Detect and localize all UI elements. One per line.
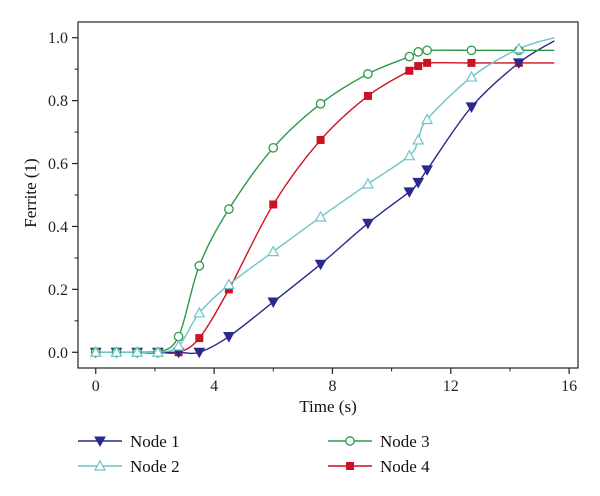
legend-marker [346, 462, 354, 470]
data-point-node-2 [267, 245, 280, 257]
x-axis-title: Time (s) [299, 397, 356, 416]
legend-marker [94, 436, 106, 448]
data-point-node-4 [363, 91, 372, 100]
axis-ticks: 0 4 8 12 16 0.0 0.2 0.4 0.6 0.8 1.0 [48, 30, 577, 395]
data-point-node-3 [224, 204, 234, 215]
data-point-node-2 [465, 70, 478, 82]
data-point-node-2 [361, 177, 374, 189]
y-axis-title: Ferrite (1) [21, 158, 40, 227]
data-point-node-2 [131, 346, 144, 357]
legend-label: Node 1 [130, 432, 180, 451]
data-point-node-1 [267, 297, 280, 308]
y-tick-label: 0.0 [48, 345, 68, 362]
data-point-node-3 [404, 51, 415, 62]
plot-frame [77, 21, 579, 369]
data-point-node-3 [422, 45, 432, 56]
data-point-node-1 [314, 259, 327, 271]
data-point-node-3 [268, 142, 279, 153]
y-tick-label: 0.2 [48, 282, 68, 299]
data-point-node-3 [466, 45, 477, 56]
legend-label: Node 2 [130, 457, 180, 476]
data-point-node-2 [403, 149, 416, 161]
data-point-node-1 [223, 332, 235, 343]
series-lines [95, 37, 555, 355]
x-tick-label: 12 [443, 378, 459, 395]
data-point-node-4 [405, 66, 414, 75]
data-point-node-1 [403, 187, 416, 198]
data-point-node-3 [315, 98, 326, 109]
data-point-node-1 [512, 58, 525, 69]
series-line-node-4 [95, 61, 555, 355]
data-point-node-1 [421, 165, 433, 176]
x-tick-label: 4 [210, 378, 218, 395]
data-point-node-2 [89, 346, 102, 357]
x-tick-label: 8 [328, 378, 336, 395]
legend-marker [345, 436, 355, 446]
data-point-node-4 [195, 334, 204, 343]
series-line-node-2 [95, 37, 555, 354]
data-point-node-4 [269, 200, 278, 209]
data-point-node-2 [512, 42, 525, 54]
legend-label: Node 3 [380, 432, 430, 451]
data-point-node-2 [193, 306, 206, 318]
data-point-node-1 [362, 218, 374, 230]
y-tick-label: 0.6 [48, 156, 68, 173]
y-tick-label: 0.4 [48, 219, 68, 236]
legend: Node 1 Node 2 Node 3 Node 4 [78, 432, 430, 476]
series-markers [89, 42, 525, 359]
data-point-node-1 [412, 177, 425, 189]
series-line-node-1 [95, 40, 555, 355]
data-point-node-4 [316, 135, 325, 144]
data-point-node-2 [172, 339, 185, 351]
data-point-node-1 [465, 102, 478, 113]
y-tick-label: 1.0 [48, 30, 68, 47]
data-point-node-3 [413, 47, 424, 57]
legend-marker [93, 459, 107, 471]
x-tick-label: 0 [92, 378, 100, 395]
data-point-node-3 [173, 331, 184, 342]
data-point-node-3 [363, 69, 373, 79]
y-tick-label: 0.8 [48, 93, 68, 110]
data-point-node-4 [467, 58, 476, 67]
data-point-node-1 [193, 347, 206, 359]
x-tick-label: 16 [561, 378, 577, 395]
series-line-node-3 [95, 49, 555, 355]
data-point-node-3 [194, 260, 205, 271]
data-point-node-2 [314, 210, 327, 222]
data-point-node-2 [421, 113, 434, 125]
data-point-node-4 [414, 62, 423, 71]
data-point-node-4 [423, 58, 432, 67]
data-point-node-2 [222, 278, 235, 290]
legend-label: Node 4 [380, 457, 430, 476]
data-point-node-2 [151, 346, 164, 357]
data-point-node-2 [110, 346, 123, 357]
data-point-node-4 [224, 285, 233, 294]
data-point-node-2 [412, 133, 425, 145]
